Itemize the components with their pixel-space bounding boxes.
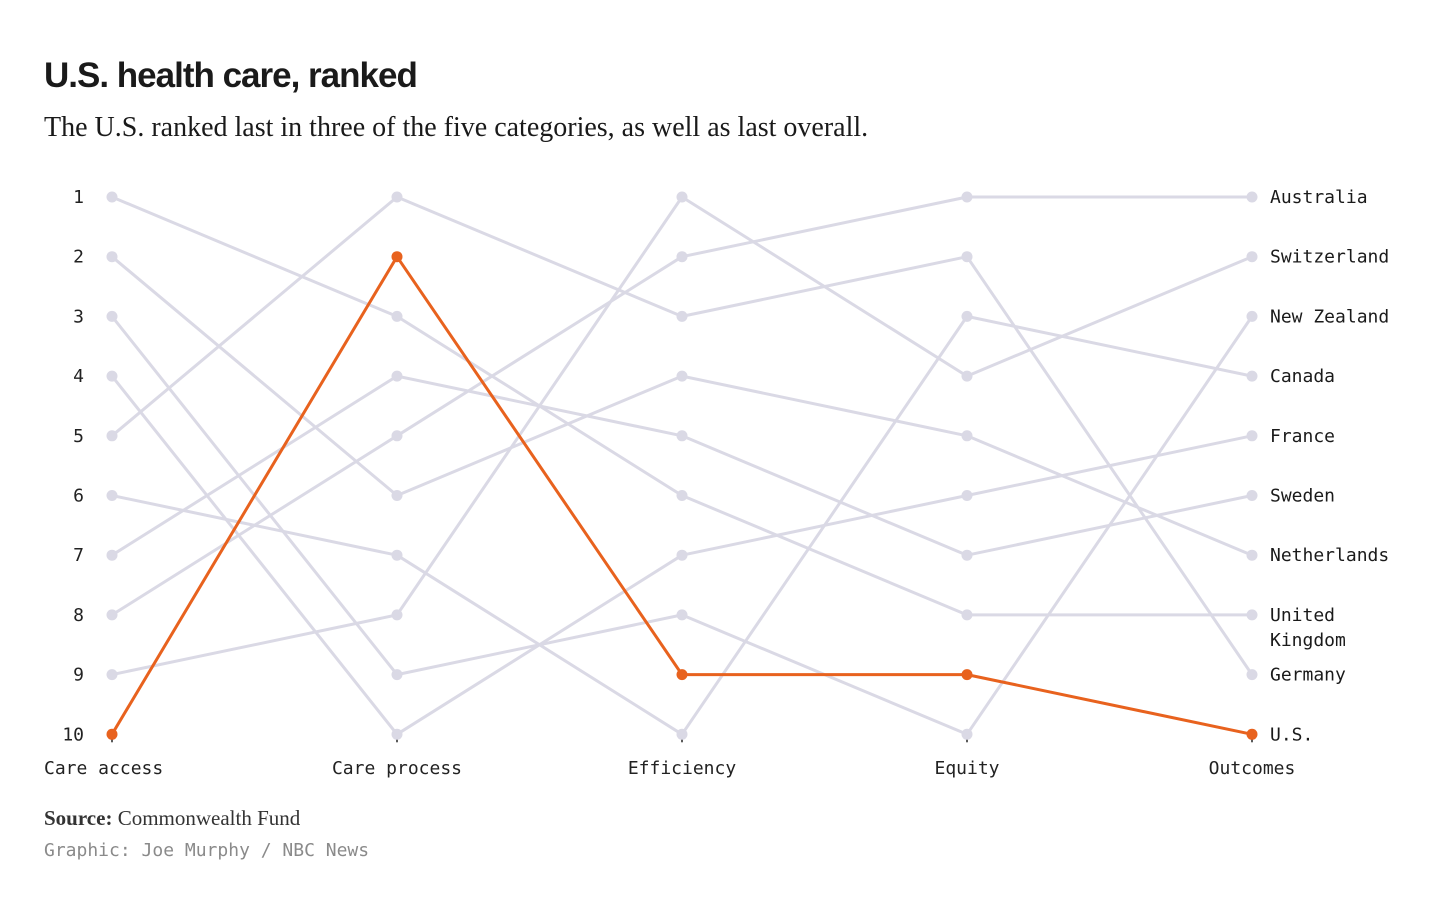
series-point	[961, 310, 973, 322]
series-point	[1246, 609, 1258, 621]
series-point	[391, 549, 403, 561]
x-tick-label: Efficiency	[628, 758, 737, 779]
series-point	[391, 728, 403, 740]
series-point	[676, 430, 688, 442]
series-point	[676, 609, 688, 621]
series-point	[1246, 251, 1258, 263]
slope-chart: 1 2 3 4 5 6 7 8 9 10 Care access Care process Effic…	[44, 187, 1389, 779]
series-point	[676, 370, 688, 382]
x-tick-label: Care access	[44, 758, 163, 779]
series-point	[391, 430, 403, 442]
series-point	[391, 490, 403, 501]
series-point	[106, 370, 118, 382]
series-point	[676, 728, 688, 740]
series-point	[961, 549, 973, 561]
series-point	[391, 609, 403, 621]
y-tick-label: 10	[62, 724, 84, 745]
series-point	[1246, 430, 1258, 442]
y-tick-label: 7	[73, 545, 84, 566]
series-point	[1246, 490, 1258, 501]
y-tick-label: 8	[73, 605, 84, 626]
graphic-credit: Graphic: Joe Murphy / NBC News	[44, 840, 370, 861]
series-point	[391, 251, 403, 263]
source-value: Commonwealth Fund	[117, 806, 301, 830]
y-tick-label: 2	[73, 247, 84, 268]
series-point	[676, 490, 688, 501]
x-tick-label: Equity	[934, 758, 999, 779]
country-lines-highlight	[106, 251, 1258, 740]
series-point	[961, 490, 973, 501]
series-point	[106, 490, 118, 501]
series-label: Netherlands	[1270, 545, 1389, 566]
y-tick-label: 6	[73, 486, 84, 507]
series-point	[1246, 191, 1258, 203]
country-end-labels: Australia Switzerland New Zealand Canada Fra…	[1270, 187, 1389, 745]
series-label: Sweden	[1270, 486, 1335, 507]
x-tick-label: Outcomes	[1209, 758, 1296, 779]
x-axis-labels: Care access Care process Efficiency Equity O…	[44, 758, 1295, 779]
source-label: Source:	[44, 806, 113, 830]
series-point	[676, 549, 688, 561]
series-label: Germany	[1270, 665, 1346, 686]
series-point	[1246, 728, 1258, 740]
y-tick-label: 4	[73, 366, 84, 387]
source-note: Source: Commonwealth Fund	[44, 806, 300, 831]
series-point	[106, 549, 118, 561]
y-tick-label: 3	[73, 306, 84, 327]
y-tick-label: 5	[73, 426, 84, 447]
series-label: New Zealand	[1270, 306, 1389, 327]
series-point	[391, 310, 403, 322]
series-point	[1246, 370, 1258, 382]
series-label: Australia	[1270, 187, 1368, 208]
series-point	[961, 191, 973, 203]
x-tick-label: Care process	[332, 758, 462, 779]
series-point	[1246, 669, 1258, 681]
series-point	[106, 728, 118, 740]
y-tick-label: 9	[73, 665, 84, 686]
series-label: Canada	[1270, 366, 1335, 387]
series-point	[961, 609, 973, 621]
country-lines-muted	[106, 191, 1258, 740]
y-axis-ticks: 1 2 3 4 5 6 7 8 9 10	[62, 187, 84, 745]
chart-title: U.S. health care, ranked	[44, 56, 418, 95]
series-point	[961, 430, 973, 442]
series-point	[391, 370, 403, 382]
series-point	[961, 669, 973, 681]
series-point	[106, 191, 118, 203]
y-tick-label: 1	[73, 187, 84, 208]
series-point	[106, 669, 118, 681]
series-point	[961, 251, 973, 263]
series-label: U.S.	[1270, 724, 1313, 745]
series-label: United Kingdom	[1270, 605, 1346, 651]
series-point	[391, 669, 403, 681]
series-label: Switzerland	[1270, 247, 1389, 268]
series-point	[676, 191, 688, 203]
series-point	[676, 669, 688, 681]
series-point	[961, 728, 973, 740]
series-point	[961, 370, 973, 382]
series-point	[106, 310, 118, 322]
series-point	[391, 191, 403, 203]
chart-subtitle: The U.S. ranked last in three of the fiv…	[44, 112, 869, 143]
series-label: France	[1270, 426, 1335, 447]
series-point	[676, 251, 688, 263]
series-point	[106, 251, 118, 263]
series-line	[111, 374, 1253, 557]
series-point	[1246, 549, 1258, 561]
series-point	[106, 430, 118, 442]
series-point	[106, 609, 118, 621]
series-point	[1246, 310, 1258, 322]
series-point	[676, 310, 688, 322]
series-line	[111, 255, 1253, 557]
